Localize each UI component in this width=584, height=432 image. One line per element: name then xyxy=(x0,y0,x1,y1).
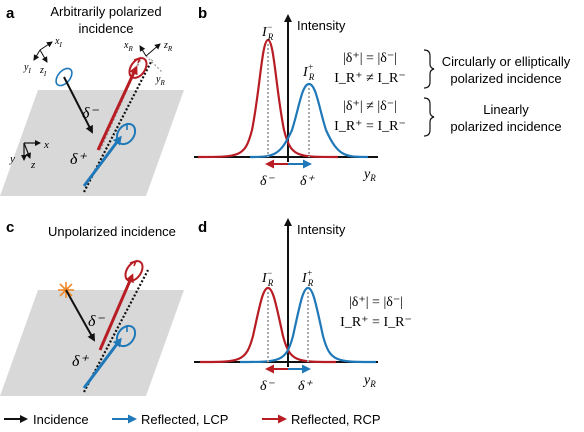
panel-c-letter: c xyxy=(6,219,14,236)
reflected-rcp-beam-a xyxy=(96,65,138,151)
panel-a-letter: a xyxy=(6,5,15,22)
b-case1-text-line2: polarized incidence xyxy=(450,71,561,86)
xR-label: x xyxy=(123,40,129,51)
svg-text:yI: yI xyxy=(23,62,31,75)
yR-label: y xyxy=(155,74,161,85)
svg-text:zR: zR xyxy=(163,40,173,53)
d-eq1: |δ⁺| = |δ⁻| xyxy=(349,295,403,310)
reflected-lcp-beam-c xyxy=(82,337,122,389)
b-case1-brace xyxy=(423,49,435,89)
panel-b-letter: b xyxy=(198,5,207,22)
b-shift-minus: δ⁻ xyxy=(260,174,276,189)
svg-text:I−R: I− R xyxy=(261,22,274,42)
b-case2-text-line2: polarized incidence xyxy=(450,119,561,134)
b-intensity-label: Intensity xyxy=(297,18,346,33)
b-gaussian-rcp xyxy=(197,38,339,159)
panel-d: d Intensity yR I− R I+ R δ⁻ δ⁺ |δ⁺| = |δ⁻|… xyxy=(194,218,412,394)
yI-label: y xyxy=(23,62,29,73)
d-peak-minus: I xyxy=(261,271,268,286)
svg-text:xR: xR xyxy=(123,40,133,53)
reflected-rcp-beam-c xyxy=(98,273,134,351)
geometric-reflection-c xyxy=(83,269,149,393)
d-gaussian-rcp xyxy=(199,286,337,364)
panel-d-letter: d xyxy=(198,219,207,236)
delta-minus-label-c: δ⁻ xyxy=(88,313,105,330)
panel-a: a Arbitrarily polarized incidence x y z … xyxy=(0,4,184,196)
b-case2-brace xyxy=(423,97,435,137)
svg-text:I+R: I+ R xyxy=(302,62,315,82)
b-case1-eq1: |δ⁺| = |δ⁻| xyxy=(343,51,397,66)
legend-rcp: Reflected, RCP xyxy=(291,412,381,427)
b-gaussian-lcp xyxy=(249,82,369,159)
b-case2-eq1: |δ⁺| ≠ |δ⁻| xyxy=(343,99,397,114)
zI-label: z xyxy=(39,65,44,76)
svg-text:xI: xI xyxy=(54,36,62,49)
reflected-lcp-beam-a xyxy=(82,135,122,187)
lab-axis-y-label: y xyxy=(9,153,15,165)
xI-label: x xyxy=(54,36,60,47)
rcp-polarization-ellipse-a xyxy=(128,57,148,79)
lab-axes-a: x y z xyxy=(9,139,49,171)
rcp-polarization-ellipse-c xyxy=(124,260,144,282)
panel-a-title-line2: incidence xyxy=(79,21,134,36)
b-axis-label: y xyxy=(362,167,371,182)
panel-b: b Intensity yR I− R I+ R δ⁻ δ⁺ |δ⁺| = |δ⁻|… xyxy=(194,5,571,189)
panel-c-title: Unpolarized incidence xyxy=(48,224,176,239)
incident-beam-c xyxy=(65,289,95,342)
legend: Incidence Reflected, LCP Reflected, RCP xyxy=(4,412,381,427)
lcp-polarization-ellipse-a xyxy=(115,122,137,146)
zR-label: z xyxy=(163,40,168,51)
b-case1-eq2: I_R⁺ ≠ I_R⁻ xyxy=(334,71,405,86)
d-shift-plus: δ⁺ xyxy=(298,379,314,394)
legend-incidence: Incidence xyxy=(33,412,89,427)
panel-a-title-line1: Arbitrarily polarized xyxy=(50,4,161,19)
d-intensity-label: Intensity xyxy=(297,222,346,237)
b-peak-plus: I xyxy=(302,65,309,80)
svg-text:yR: yR xyxy=(362,373,376,389)
lab-axis-x-label: x xyxy=(43,139,49,151)
svg-text:I−R: I− R xyxy=(261,268,274,288)
svg-text:yR: yR xyxy=(155,74,165,87)
d-peak-plus: I xyxy=(301,271,308,286)
delta-plus-label-a: δ⁺ xyxy=(70,151,87,168)
delta-minus-label-a: δ⁻ xyxy=(82,105,99,122)
d-eq2: I_R⁺ = I_R⁻ xyxy=(340,315,412,330)
incident-frame-axes: xI yI zI xyxy=(23,36,62,78)
lcp-polarization-ellipse-c xyxy=(115,324,137,348)
b-case2-text-line1: Linearly xyxy=(483,102,529,117)
reflection-plane-c xyxy=(0,290,184,396)
panel-c: c Unpolarized incidence δ⁻ δ⁺ xyxy=(0,219,184,396)
d-shift-minus: δ⁻ xyxy=(260,379,276,394)
b-shift-plus: δ⁺ xyxy=(300,174,316,189)
legend-lcp: Reflected, LCP xyxy=(141,412,228,427)
incident-beam-a xyxy=(63,76,93,134)
b-peak-minus: I xyxy=(261,25,268,40)
lab-axis-z-label: z xyxy=(30,159,36,171)
d-axis-label: y xyxy=(362,373,371,388)
d-gaussian-lcp xyxy=(239,286,377,364)
reflection-plane-a xyxy=(0,90,184,196)
svg-text:yR: yR xyxy=(362,167,376,183)
b-case1-text-line1: Circularly or elliptically xyxy=(442,54,571,69)
svg-text:zI: zI xyxy=(39,65,47,78)
delta-plus-label-c: δ⁺ xyxy=(72,353,89,370)
incident-polarization-ellipse xyxy=(55,67,73,87)
svg-text:I+R: I+ R xyxy=(301,268,314,288)
b-case2-eq2: I_R⁺ = I_R⁻ xyxy=(334,119,406,134)
